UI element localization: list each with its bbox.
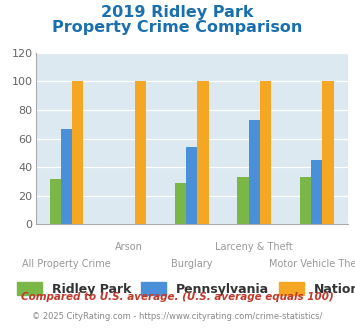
Bar: [135, 82, 146, 224]
Bar: [237, 177, 248, 224]
Bar: [300, 177, 311, 224]
Bar: [322, 82, 334, 224]
Text: Compared to U.S. average. (U.S. average equals 100): Compared to U.S. average. (U.S. average …: [21, 292, 334, 302]
Text: All Property Crime: All Property Crime: [22, 259, 111, 269]
Bar: [72, 82, 83, 224]
Bar: [186, 147, 197, 224]
Bar: [197, 82, 209, 224]
Bar: [50, 179, 61, 224]
Bar: [61, 129, 72, 224]
Bar: [311, 160, 322, 224]
Text: Burglary: Burglary: [171, 259, 212, 269]
Text: Larceny & Theft: Larceny & Theft: [215, 242, 293, 251]
Text: © 2025 CityRating.com - https://www.cityrating.com/crime-statistics/: © 2025 CityRating.com - https://www.city…: [32, 312, 323, 321]
Bar: [260, 82, 271, 224]
Legend: Ridley Park, Pennsylvania, National: Ridley Park, Pennsylvania, National: [17, 282, 355, 296]
Bar: [248, 120, 260, 224]
Text: Property Crime Comparison: Property Crime Comparison: [52, 20, 303, 35]
Bar: [175, 183, 186, 224]
Text: Motor Vehicle Theft: Motor Vehicle Theft: [269, 259, 355, 269]
Text: Arson: Arson: [115, 242, 143, 251]
Text: 2019 Ridley Park: 2019 Ridley Park: [101, 5, 254, 20]
